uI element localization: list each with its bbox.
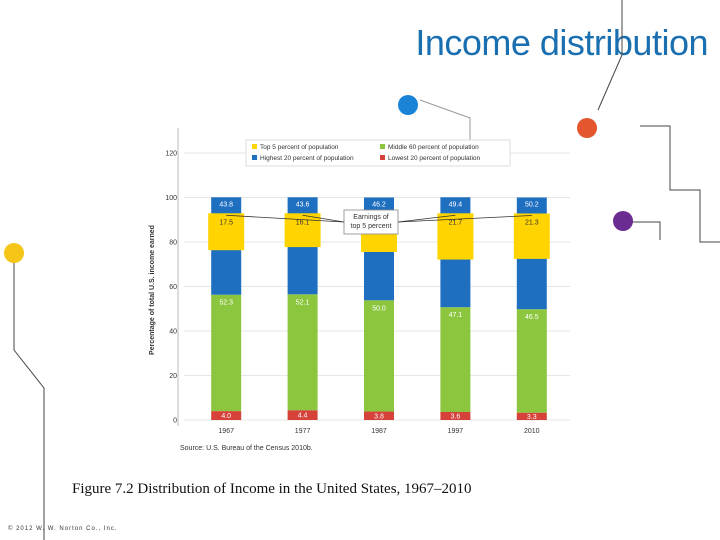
bar-top5-1967 (208, 213, 245, 251)
bar-middle60-2010 (516, 309, 547, 413)
data-label-lowest20: 4.0 (221, 413, 231, 420)
x-tick-label: 2010 (524, 428, 540, 435)
deco-line-top-right (597, 0, 623, 111)
annotation-box (343, 209, 399, 235)
legend-label-top5: Top 5 percent of population (260, 144, 339, 151)
copyright-text: © 2012 W. W. Norton Co., Inc. (8, 526, 118, 532)
orange-dot-icon (577, 118, 597, 138)
data-label-top5: 17.5 (219, 219, 233, 226)
bar-middle60-1997 (440, 307, 471, 412)
y-tick-label: 100 (165, 195, 177, 202)
bar-top5-1997 (437, 213, 474, 260)
bar-lowest20-1977 (287, 410, 318, 420)
annotation-leader (226, 214, 345, 223)
bar-lowest20-1987 (364, 411, 394, 420)
deco-line-left (13, 262, 45, 540)
data-label-highest20: 46.2 (372, 202, 386, 209)
y-tick-label: 0 (173, 418, 177, 425)
source-note: Source: U.S. Bureau of the Census 2010b. (180, 445, 313, 452)
legend-swatch-middle60 (380, 144, 385, 149)
x-tick-label: 1987 (371, 428, 387, 435)
y-tick-labels: 0 20 40 60 80 100 120 (165, 151, 177, 425)
legend-label-lowest20: Lowest 20 percent of population (388, 155, 481, 162)
annotation-leader (397, 214, 456, 223)
slide-title: Income distribution (415, 22, 708, 63)
bar-series: 4.0 52.3 43.8 17.5 4.4 52.1 43.6 16.1 3.8 50.0 46.… (208, 197, 550, 421)
data-label-lowest20: 3.6 (451, 413, 461, 420)
annotation-leader (302, 214, 345, 223)
data-label-middle60: 52.3 (219, 300, 233, 307)
data-label-lowest20: 3.8 (374, 413, 384, 420)
data-label-middle60: 52.1 (296, 299, 310, 306)
data-label-top5: 16.1 (296, 219, 310, 226)
bar-lowest20-2010 (516, 412, 547, 420)
bar-middle60-1987 (364, 300, 394, 412)
bar-top5-2010 (513, 213, 550, 259)
purple-dot-icon (613, 211, 633, 231)
y-tick-label: 80 (169, 240, 177, 247)
blue-dot-icon (398, 95, 418, 115)
data-label-top5: 21.3 (525, 220, 539, 227)
data-label-middle60: 47.1 (449, 312, 463, 319)
x-tick-labels: 1967 1977 1987 1997 2010 (218, 428, 539, 435)
data-label-highest20: 49.4 (449, 201, 463, 208)
yellow-dot-icon (4, 243, 24, 263)
data-label-middle60: 46.5 (525, 314, 539, 321)
y-tick-label: 20 (169, 373, 177, 380)
data-label-top5: 21.7 (449, 219, 463, 226)
deco-line-right (640, 125, 720, 243)
y-tick-label: 60 (169, 284, 177, 291)
legend-swatch-lowest20 (380, 155, 385, 160)
x-tick-label: 1997 (448, 428, 464, 435)
data-label-lowest20: 3.3 (527, 414, 537, 421)
x-tick-label: 1977 (295, 428, 311, 435)
data-label-lowest20: 4.4 (298, 413, 308, 420)
annotation-leader (397, 215, 532, 223)
bar-middle60-1967 (211, 294, 242, 412)
bar-lowest20-1967 (211, 411, 242, 420)
deco-line-purple (632, 221, 661, 240)
legend-swatch-top5 (252, 144, 257, 149)
figure-caption: Figure 7.2 Distribution of Income in the… (72, 481, 472, 497)
legend: Top 5 percent of population Middle 60 per… (245, 139, 511, 167)
x-tick-label: 1967 (218, 428, 234, 435)
legend-swatch-highest20 (252, 155, 257, 160)
annotation: Earnings of top 5 percent (226, 209, 532, 235)
legend-box (245, 139, 511, 167)
y-tick-label: 120 (165, 151, 177, 158)
data-label-highest20: 50.2 (525, 202, 539, 209)
income-distribution-chart: Percentage of total U.S. income earned 0… (149, 128, 570, 435)
legend-label-middle60: Middle 60 percent of population (388, 144, 479, 151)
data-label-highest20: 43.8 (219, 201, 233, 208)
y-tick-label: 40 (169, 329, 177, 336)
data-label-middle60: 50.0 (372, 305, 386, 312)
bar-lowest20-1997 (440, 411, 471, 420)
legend-label-highest20: Highest 20 percent of population (260, 155, 354, 162)
annotation-label: Earnings of top 5 percent (351, 214, 392, 230)
data-label-highest20: 43.6 (296, 201, 310, 208)
bar-middle60-1977 (287, 294, 318, 411)
y-axis-label: Percentage of total U.S. income earned (149, 225, 156, 355)
